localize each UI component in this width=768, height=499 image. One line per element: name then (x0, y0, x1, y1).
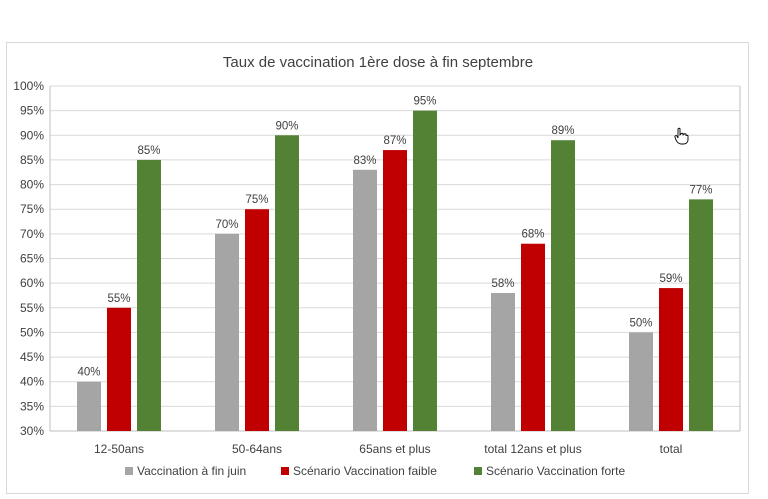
data-label: 83% (353, 155, 376, 167)
data-label: 40% (77, 367, 100, 379)
y-tick-label: 30% (20, 424, 44, 438)
data-label: 58% (491, 278, 514, 290)
bar (137, 159, 161, 431)
bar (689, 199, 713, 431)
bar (77, 381, 101, 431)
bar (413, 110, 437, 432)
hand-pointer-icon (674, 127, 689, 145)
y-tick-label: 85% (20, 153, 44, 167)
x-category-label: total (660, 442, 683, 456)
data-label: 70% (215, 219, 238, 231)
data-label: 87% (383, 135, 406, 147)
bar (275, 135, 299, 432)
bar (215, 233, 239, 431)
y-tick-label: 75% (20, 202, 44, 216)
data-labels: 40% 55% 85% 70% 75% 90% 83% 87% 95% 58% 68% 89% 50% 5… (77, 96, 712, 379)
bars (77, 110, 713, 432)
data-label: 90% (275, 120, 298, 132)
bar (659, 288, 683, 431)
y-tick-label: 35% (20, 399, 44, 413)
data-label: 68% (521, 229, 544, 241)
x-axis-categories: 12-50ans 50-64ans 65ans et plus total 12ans… (94, 442, 682, 456)
bar (107, 307, 131, 431)
y-tick-label: 40% (20, 375, 44, 389)
data-label: 50% (629, 317, 652, 329)
y-tick-label: 80% (20, 178, 44, 192)
data-label: 75% (245, 194, 268, 206)
legend-entry: Scénario Vaccination faible (293, 464, 437, 478)
y-axis-ticks: 30% 35% 40% 45% 50% 55% 60% 65% 70% 75% 80% 85% 90% 9… (13, 79, 44, 438)
x-category-label: 50-64ans (232, 442, 282, 456)
data-label: 85% (137, 145, 160, 157)
x-category-label: total 12ans et plus (484, 442, 581, 456)
data-label: 89% (551, 125, 574, 137)
y-tick-label: 70% (20, 227, 44, 241)
legend-swatch (125, 467, 133, 475)
legend-swatch (281, 467, 289, 475)
y-tick-label: 95% (20, 104, 44, 118)
legend-swatch (474, 467, 482, 475)
bar (521, 243, 545, 431)
bar (383, 150, 407, 432)
bar (353, 169, 377, 432)
data-label: 95% (413, 96, 436, 108)
y-tick-label: 50% (20, 325, 44, 339)
x-category-label: 65ans et plus (359, 442, 430, 456)
data-label: 77% (689, 184, 712, 196)
y-tick-label: 60% (20, 276, 44, 290)
bar (629, 332, 653, 431)
chart-title: Taux de vaccination 1ère dose à fin sept… (223, 54, 533, 71)
y-tick-label: 55% (20, 301, 44, 315)
x-category-label: 12-50ans (94, 442, 144, 456)
y-tick-label: 65% (20, 252, 44, 266)
legend-entry: Vaccination à fin juin (137, 464, 246, 478)
y-tick-label: 90% (20, 128, 44, 142)
y-tick-label: 100% (13, 79, 44, 93)
legend: Vaccination à fin juin Scénario Vaccinati… (125, 464, 626, 478)
legend-entry: Scénario Vaccination forte (486, 464, 626, 478)
data-label: 59% (659, 273, 682, 285)
data-label: 55% (107, 293, 130, 305)
bar (551, 140, 575, 431)
bar (491, 293, 515, 431)
bar (245, 209, 269, 431)
y-tick-label: 45% (20, 350, 44, 364)
